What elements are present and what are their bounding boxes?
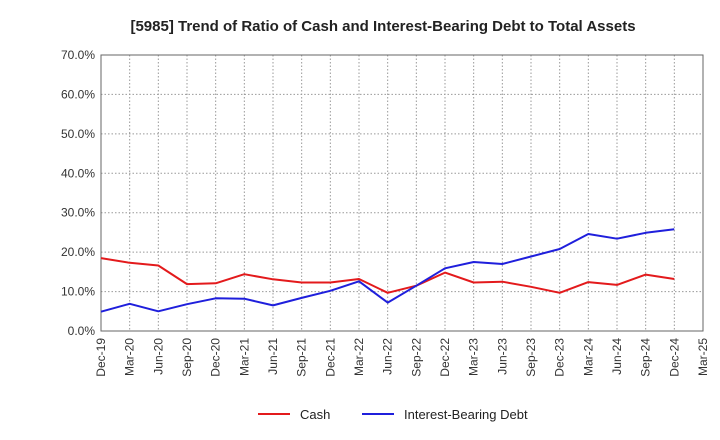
x-tick-label: Jun-24 [610, 338, 624, 375]
series-layer [100, 228, 675, 313]
legend-label: Cash [300, 407, 330, 422]
y-tick-label: 60.0% [61, 87, 95, 101]
plot-area [100, 54, 704, 332]
x-tick-label: Dec-19 [94, 338, 108, 377]
x-tick-label: Jun-20 [151, 338, 165, 375]
x-tick-label: Sep-24 [639, 338, 653, 377]
x-tick-label: Dec-20 [209, 338, 223, 377]
series-line-interest-bearing-debt [100, 228, 675, 313]
x-tick-label: Mar-20 [123, 338, 137, 376]
x-tick-label: Jun-23 [495, 338, 509, 375]
x-tick-label: Mar-21 [237, 338, 251, 376]
x-tick-label: Jun-22 [381, 338, 395, 375]
y-tick-label: 0.0% [68, 324, 96, 338]
x-tick-label: Sep-21 [295, 338, 309, 377]
y-tick-label: 10.0% [61, 285, 95, 299]
y-tick-label: 30.0% [61, 206, 95, 220]
y-tick-label: 70.0% [61, 48, 95, 62]
legend-label: Interest-Bearing Debt [404, 407, 528, 422]
x-tick-label: Sep-22 [409, 338, 423, 377]
x-tick-label: Dec-23 [553, 338, 567, 377]
x-tick-label: Sep-20 [180, 338, 194, 377]
x-tick-label: Jun-21 [266, 338, 280, 375]
y-tick-label: 50.0% [61, 127, 95, 141]
chart-title: [5985] Trend of Ratio of Cash and Intere… [130, 18, 635, 35]
y-tick-label: 20.0% [61, 245, 95, 259]
x-tick-label: Mar-25 [696, 338, 710, 376]
x-tick-label: Mar-22 [352, 338, 366, 376]
y-axis: 0.0% 10.0% 20.0% 30.0% 40.0% 50.0% 60.0% 70.0% [61, 48, 95, 338]
x-tick-label: Dec-21 [323, 338, 337, 377]
x-tick-label: Mar-24 [581, 338, 595, 376]
series-line-cash [100, 257, 675, 294]
x-tick-label: Mar-23 [467, 338, 481, 376]
y-tick-label: 40.0% [61, 166, 95, 180]
x-tick-label: Sep-23 [524, 338, 538, 377]
x-tick-label: Dec-24 [667, 338, 681, 377]
x-axis: Dec-19 Mar-20 Jun-20 Sep-20 Dec-20 Mar-21 Jun-… [94, 338, 710, 377]
legend: Cash Interest-Bearing Debt [258, 407, 528, 422]
x-tick-label: Dec-22 [438, 338, 452, 377]
